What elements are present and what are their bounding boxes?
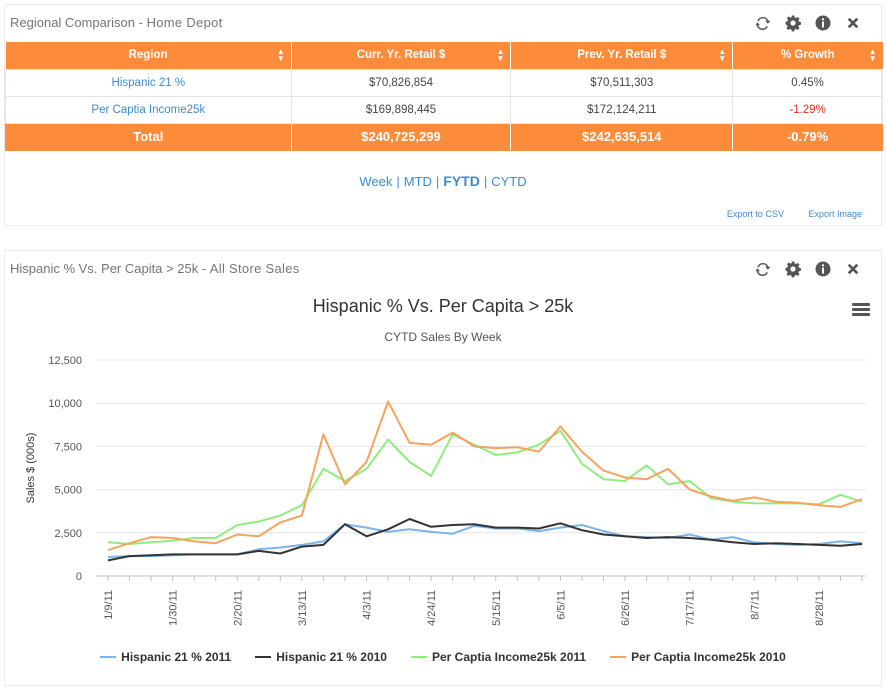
column-header-label: Region (128, 49, 168, 62)
x-tick-label: 5/15/11 (491, 590, 503, 626)
column-header-region[interactable]: Region ▲ ▼ (5, 42, 292, 69)
period-fytd[interactable]: FYTD (443, 173, 480, 189)
column-header-label: % Growth (780, 49, 835, 62)
table-row: Hispanic 21 % $70,826,854 $70,511,303 0.… (5, 68, 883, 97)
panel-subtitle: Home Depot (146, 15, 223, 30)
legend-item[interactable]: Hispanic 21 % 2010 (255, 650, 387, 664)
sort-icon[interactable]: ▲ ▼ (718, 47, 727, 63)
panel-header: Hispanic % Vs. Per Capita > 25k - All St… (5, 251, 881, 285)
x-tick-label: 1/9/11 (103, 590, 115, 620)
period-week[interactable]: Week (359, 174, 393, 189)
table-total-row: Total $240,725,299 $242,635,514 -0.79% (5, 122, 883, 151)
total-prev-retail: $242,635,514 (510, 122, 734, 151)
legend-label: Per Captia Income25k 2011 (431, 650, 587, 664)
legend-swatch (100, 656, 117, 658)
legend-label: Hispanic 21 % 2010 (276, 650, 387, 664)
x-tick-label: 7/17/11 (685, 590, 697, 626)
chart-menu-icon[interactable] (852, 303, 870, 317)
gear-icon[interactable] (783, 259, 803, 279)
info-icon[interactable] (813, 13, 833, 33)
x-tick-label: 4/24/11 (426, 590, 438, 626)
chart-legend: Hispanic 21 % 2011 Hispanic 21 % 2010 Per … (0, 650, 886, 664)
column-header-growth[interactable]: % Growth ▲ ▼ (732, 42, 883, 69)
y-tick-label: 12,500 (48, 355, 82, 367)
x-tick-label: 2/20/11 (232, 590, 244, 626)
y-tick-label: 0 (76, 571, 82, 583)
panel-header: Regional Comparison - Home Depot (5, 5, 881, 39)
x-tick-label: 6/26/11 (620, 590, 632, 626)
panel-toolbar (753, 259, 863, 279)
chart-panel: Hispanic % Vs. Per Capita > 25k - All St… (4, 250, 882, 686)
legend-swatch (255, 656, 272, 658)
panel-title: Hispanic % Vs. Per Capita > 25k - All St… (10, 261, 300, 276)
series-line (107, 429, 863, 545)
y-axis-label: Sales $ (000s) (25, 433, 37, 504)
comparison-table: Region ▲ ▼ Curr. Yr. Retail $ ▲ ▼ Prev. Yr. … (5, 42, 883, 151)
legend-item[interactable]: Per Captia Income25k 2011 (410, 650, 587, 664)
refresh-icon[interactable] (753, 13, 773, 33)
close-icon[interactable] (843, 13, 863, 33)
y-tick-label: 10,000 (48, 398, 82, 410)
panel-subtitle: All Store Sales (209, 261, 300, 276)
sort-icon[interactable]: ▲ ▼ (496, 47, 505, 63)
panel-title: Regional Comparison - Home Depot (10, 15, 223, 30)
growth-cell: -1.29% (732, 95, 883, 124)
x-tick-label: 8/7/11 (749, 590, 761, 620)
export-image-link[interactable]: Export Image (808, 209, 862, 219)
export-links: Export to CSV Export Image (705, 209, 862, 219)
period-selector: Week | MTD | FYTD | CYTD (359, 173, 527, 189)
series-line (107, 400, 863, 552)
refresh-icon[interactable] (753, 259, 773, 279)
x-tick-label: 1/30/11 (168, 590, 180, 626)
panel-toolbar (753, 13, 863, 33)
column-header-label: Prev. Yr. Retail $ (577, 49, 667, 62)
sort-icon[interactable]: ▲ ▼ (868, 47, 877, 63)
total-growth: -0.79% (732, 122, 883, 151)
region-link[interactable]: Per Captia Income25k (5, 95, 292, 124)
legend-swatch (610, 656, 627, 658)
table-header-row: Region ▲ ▼ Curr. Yr. Retail $ ▲ ▼ Prev. Yr. … (5, 42, 883, 69)
x-tick-label: 4/3/11 (362, 590, 374, 620)
panel-title-text: Regional Comparison - (10, 15, 147, 30)
legend-item[interactable]: Per Captia Income25k 2010 (610, 650, 786, 664)
legend-label: Per Captia Income25k 2010 (631, 650, 786, 664)
gear-icon[interactable] (783, 13, 803, 33)
curr-retail-cell: $169,898,445 (290, 95, 512, 124)
y-tick-label: 7,500 (54, 441, 82, 453)
legend-item[interactable]: Hispanic 21 % 2011 (100, 650, 231, 664)
column-header-curr-retail[interactable]: Curr. Yr. Retail $ ▲ ▼ (291, 42, 512, 69)
export-csv-link[interactable]: Export to CSV (726, 209, 784, 219)
legend-label: Hispanic 21 % 2011 (121, 650, 232, 664)
column-header-prev-retail[interactable]: Prev. Yr. Retail $ ▲ ▼ (510, 42, 734, 69)
series-line (107, 518, 863, 562)
x-tick-label: 8/28/11 (814, 590, 826, 626)
x-tick-label: 6/5/11 (555, 590, 567, 620)
period-cytd[interactable]: CYTD (491, 174, 527, 189)
legend-swatch (410, 656, 427, 658)
panel-title-text: Hispanic % Vs. Per Capita > 25k - (10, 261, 210, 276)
chart-subtitle: CYTD Sales By Week (384, 330, 502, 344)
total-curr-retail: $240,725,299 (290, 122, 512, 151)
chart-title: Hispanic % Vs. Per Capita > 25k (312, 296, 574, 316)
y-tick-label: 2,500 (54, 528, 82, 540)
info-icon[interactable] (813, 259, 833, 279)
x-tick-label: 3/13/11 (297, 590, 309, 626)
sort-icon[interactable]: ▲ ▼ (276, 47, 285, 63)
y-tick-label: 5,000 (54, 485, 82, 497)
total-label: Total (5, 122, 292, 151)
period-mtd[interactable]: MTD (403, 174, 432, 189)
close-icon[interactable] (843, 259, 863, 279)
column-header-label: Curr. Yr. Retail $ (356, 49, 446, 62)
